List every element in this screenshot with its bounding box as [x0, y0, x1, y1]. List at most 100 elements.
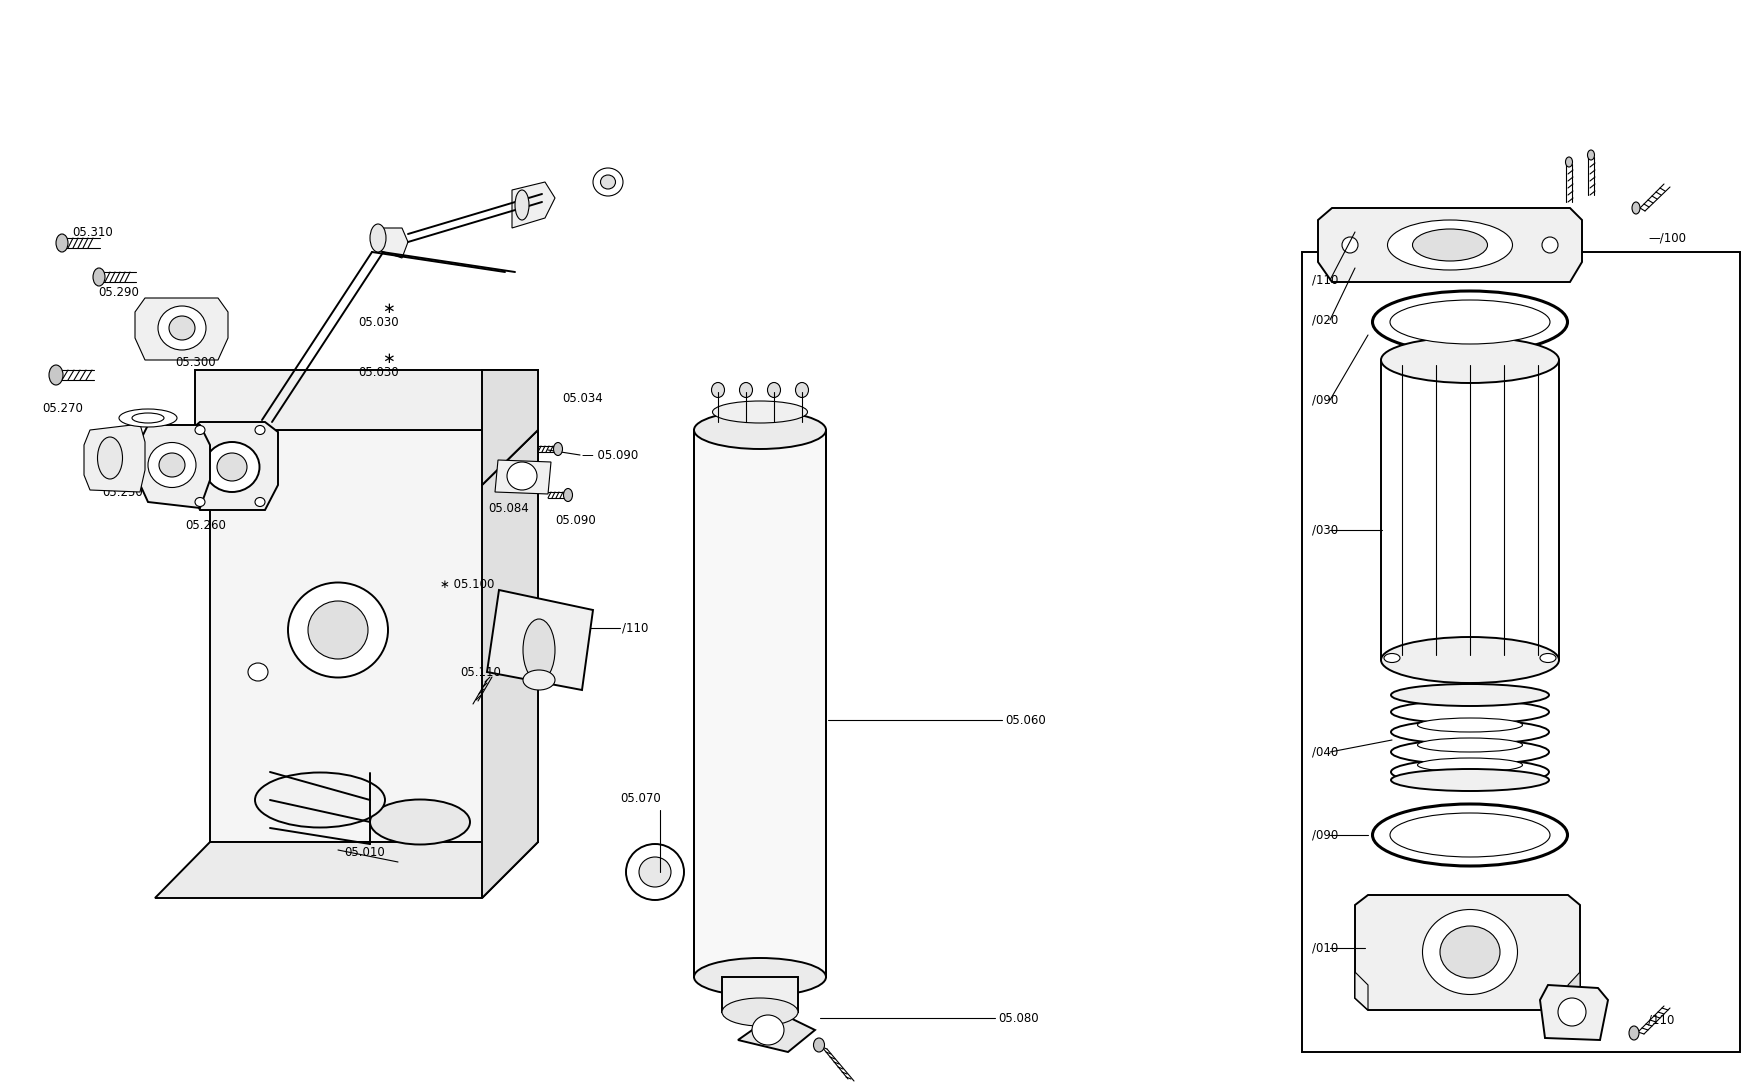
Ellipse shape	[1440, 926, 1500, 978]
Ellipse shape	[1342, 237, 1358, 253]
Text: 05.290: 05.290	[98, 286, 138, 299]
Ellipse shape	[1391, 720, 1549, 744]
Polygon shape	[495, 460, 551, 494]
Ellipse shape	[814, 1038, 824, 1052]
Text: ∗: ∗	[382, 301, 396, 315]
Ellipse shape	[1388, 220, 1512, 270]
Ellipse shape	[289, 582, 388, 678]
Ellipse shape	[553, 443, 562, 456]
Polygon shape	[210, 429, 537, 841]
Text: —/100: —/100	[1648, 231, 1685, 244]
Text: 05.250: 05.250	[102, 485, 144, 498]
Ellipse shape	[1381, 337, 1559, 383]
Ellipse shape	[1372, 291, 1568, 353]
Polygon shape	[156, 841, 537, 898]
Ellipse shape	[170, 316, 194, 340]
Ellipse shape	[1412, 229, 1487, 261]
Polygon shape	[135, 298, 228, 360]
Ellipse shape	[796, 383, 808, 398]
Ellipse shape	[639, 857, 670, 887]
Bar	[695, 429, 826, 977]
Ellipse shape	[1633, 202, 1640, 214]
Text: /010: /010	[1312, 942, 1339, 955]
Text: 05.310: 05.310	[72, 226, 112, 239]
Text: 05.300: 05.300	[175, 355, 215, 368]
Polygon shape	[723, 977, 798, 1012]
Ellipse shape	[712, 401, 807, 423]
Ellipse shape	[308, 601, 368, 659]
Text: 05.030: 05.030	[359, 365, 399, 378]
Ellipse shape	[723, 998, 798, 1026]
Ellipse shape	[1390, 813, 1550, 857]
Ellipse shape	[740, 383, 752, 398]
Ellipse shape	[1384, 654, 1400, 663]
Text: — 05.090: — 05.090	[583, 448, 639, 461]
Ellipse shape	[1372, 804, 1568, 865]
Ellipse shape	[369, 799, 471, 845]
Polygon shape	[1540, 985, 1608, 1040]
Ellipse shape	[56, 234, 68, 252]
Ellipse shape	[131, 413, 164, 423]
Ellipse shape	[1391, 739, 1549, 764]
Ellipse shape	[159, 453, 186, 477]
Polygon shape	[1354, 895, 1580, 1010]
Ellipse shape	[600, 175, 616, 189]
Polygon shape	[481, 429, 537, 898]
Text: 05.110: 05.110	[460, 666, 500, 678]
Ellipse shape	[1587, 150, 1594, 160]
Ellipse shape	[255, 425, 264, 435]
Text: 05.260: 05.260	[186, 519, 226, 532]
Polygon shape	[187, 422, 278, 510]
Ellipse shape	[1540, 654, 1556, 663]
Text: 05.060: 05.060	[1004, 714, 1046, 727]
Text: 05.090: 05.090	[555, 513, 595, 526]
Ellipse shape	[1423, 909, 1517, 994]
Polygon shape	[513, 182, 555, 228]
Ellipse shape	[1391, 701, 1549, 724]
Polygon shape	[487, 590, 593, 690]
Ellipse shape	[194, 497, 205, 507]
Ellipse shape	[712, 383, 724, 398]
Polygon shape	[738, 1012, 816, 1052]
Polygon shape	[1318, 208, 1582, 282]
Ellipse shape	[1390, 300, 1550, 344]
Ellipse shape	[1418, 758, 1522, 772]
Ellipse shape	[93, 268, 105, 286]
Polygon shape	[481, 370, 537, 485]
Ellipse shape	[1418, 718, 1522, 732]
Ellipse shape	[1629, 1026, 1640, 1040]
Ellipse shape	[507, 462, 537, 490]
Ellipse shape	[255, 497, 264, 507]
Polygon shape	[194, 370, 537, 429]
Ellipse shape	[217, 453, 247, 481]
Ellipse shape	[695, 411, 826, 449]
Ellipse shape	[49, 365, 63, 385]
Ellipse shape	[1391, 770, 1549, 791]
Ellipse shape	[369, 225, 387, 252]
Bar	[1302, 252, 1740, 1052]
Ellipse shape	[1418, 738, 1522, 752]
Ellipse shape	[752, 1015, 784, 1045]
Ellipse shape	[248, 663, 268, 681]
Ellipse shape	[768, 383, 780, 398]
Ellipse shape	[1542, 237, 1558, 253]
Text: ∗: ∗	[382, 351, 396, 365]
Text: 05.070: 05.070	[620, 791, 662, 804]
Polygon shape	[84, 424, 145, 492]
Ellipse shape	[1391, 685, 1549, 706]
Text: /090: /090	[1312, 828, 1339, 841]
Ellipse shape	[158, 306, 206, 350]
Text: ∗ 05.100: ∗ 05.100	[439, 579, 495, 592]
Ellipse shape	[149, 443, 196, 487]
Ellipse shape	[523, 670, 555, 690]
Text: /110: /110	[1648, 1014, 1675, 1027]
Ellipse shape	[119, 409, 177, 427]
Ellipse shape	[194, 425, 205, 435]
Text: /040: /040	[1312, 746, 1339, 759]
Ellipse shape	[523, 619, 555, 681]
Ellipse shape	[626, 844, 684, 900]
Text: 05.270: 05.270	[42, 401, 82, 414]
Ellipse shape	[1566, 157, 1573, 167]
Ellipse shape	[514, 190, 528, 220]
Text: /110: /110	[1312, 274, 1339, 287]
